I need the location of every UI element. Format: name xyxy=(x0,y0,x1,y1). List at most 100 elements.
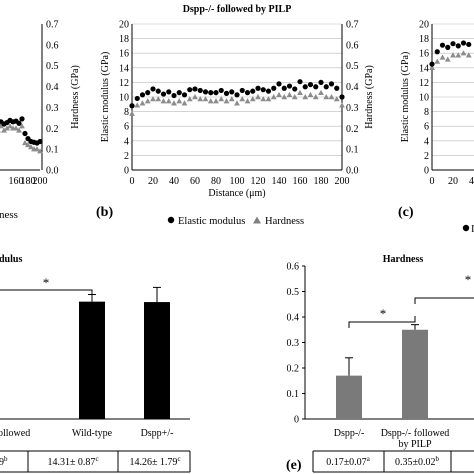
panel-b-elastic-point xyxy=(239,87,245,94)
panel-d: dulus * Wild-type Dspp+/- ollowed 9b 14.3… xyxy=(0,254,191,473)
panel-d-table-values: 14.31± 0.87c 14.26± 1.79c xyxy=(47,455,180,468)
legend-hardness-marker xyxy=(253,216,261,224)
panel-a-elastic-point xyxy=(16,120,22,126)
panel-b: Dspp-/- followed by PILP 0 20 40 60 80 100 120… xyxy=(96,4,375,227)
panel-b-elastic-point xyxy=(244,90,251,96)
panel-e-y-ticks: 0.6 0.5 0.4 0.3 0.2 0.1 0 xyxy=(287,262,305,426)
panel-b-elastic-point xyxy=(187,87,193,93)
panel-b-elastic-point xyxy=(271,85,277,91)
panel-b-elastic-point xyxy=(265,88,272,94)
panel-b-left-tick-label: 10 xyxy=(119,93,129,104)
panel-a-hardness-point xyxy=(28,144,34,150)
panel-b-hardness-point xyxy=(134,102,141,108)
panel-c-elastic-point xyxy=(460,40,467,46)
panel-b-hardness-point xyxy=(249,96,256,102)
panel-b-elastic-point xyxy=(234,92,240,98)
panel-b-elastic-point xyxy=(171,92,177,99)
panel-b-hardness-point xyxy=(234,100,240,106)
panel-e-y-tick-label: 0.4 xyxy=(287,313,300,324)
panel-b-elastic-point xyxy=(334,85,340,91)
panel-b-left-tick-label: 0 xyxy=(124,166,129,177)
panel-a-legend-fragment: ness xyxy=(0,209,18,221)
panel-b-left-tick-label: 16 xyxy=(119,49,129,60)
panel-b-marks xyxy=(129,79,345,116)
panel-d-title-fragment: dulus xyxy=(0,254,22,265)
panel-b-elastic-point xyxy=(155,88,161,94)
panel-b-x-tick-label: 140 xyxy=(272,176,287,187)
panel-b-elastic-point xyxy=(197,87,203,94)
panel-e-y-tick-label: 0.2 xyxy=(287,364,300,375)
panel-c-left-tick-label: 16 xyxy=(419,49,429,60)
panel-e-bar xyxy=(402,329,428,419)
panel-b-right-tick-label: 0.2 xyxy=(346,124,359,135)
panel-d-category-fragment: ollowed xyxy=(0,428,30,439)
panel-c-hardness-point xyxy=(450,52,456,58)
panel-c-left-tick-label: 2 xyxy=(424,151,429,162)
panel-b-elastic-point xyxy=(339,94,345,100)
panel-b-hardness-point xyxy=(333,96,340,102)
panel-b-right-ticks: 0.7 0.6 0.5 0.4 0.3 0.2 0.1 0.0 xyxy=(346,20,359,177)
panel-e-significance-bracket-2 xyxy=(414,297,474,304)
panel-b-hardness-point xyxy=(171,100,177,106)
panel-b-elastic-point xyxy=(313,84,319,90)
panel-e-y-tick-label: 0.5 xyxy=(287,287,300,298)
panel-b-elastic-point xyxy=(150,86,156,92)
panel-b-elastic-point xyxy=(166,89,172,95)
panel-b-hardness-point xyxy=(260,96,267,102)
panel-b-hardness-point xyxy=(228,96,235,102)
panel-a-hardness-point xyxy=(0,123,4,129)
panel-a-hardness-point xyxy=(37,148,43,154)
panel-b-hardness-point xyxy=(276,91,282,98)
panel-a-right-tick-label: 0.3 xyxy=(46,103,59,114)
panel-b-elastic-point xyxy=(218,87,224,94)
panel-a-right-tick-label: 0.7 xyxy=(46,20,59,31)
panel-b-hardness-point xyxy=(323,94,330,100)
panel-e-category-label: by PILP xyxy=(398,439,432,450)
panel-e-label: (e) xyxy=(286,458,302,473)
panel-b-elastic-point xyxy=(292,86,298,92)
panel-a-x-tick-label: 160 xyxy=(9,176,24,187)
panel-b-right-tick-label: 0.7 xyxy=(346,20,359,31)
panel-b-elastic-point xyxy=(139,92,146,98)
panel-b-hardness-point xyxy=(270,94,277,100)
panel-b-x-tick-label: 160 xyxy=(293,176,308,187)
panel-d-category-label: Wild-type xyxy=(72,428,113,439)
panel-c-label: (c) xyxy=(398,205,414,220)
panel-d-bar xyxy=(144,302,170,419)
panel-c-x-ticks: 0 20 40 xyxy=(430,176,474,187)
panel-b-elastic-point xyxy=(260,87,266,93)
panel-b-elastic-point xyxy=(323,84,329,90)
panel-c-hardness-point xyxy=(434,58,441,64)
panel-c-x-tick-label: 20 xyxy=(448,176,458,187)
panel-b-elastic-point xyxy=(281,85,287,91)
panel-b-hardness-point xyxy=(139,100,146,106)
panel-e-y-tick-label: 0 xyxy=(294,415,299,426)
panel-b-elastic-point xyxy=(145,90,151,96)
panel-b-elastic-point xyxy=(318,79,324,85)
panel-a-elastic-point xyxy=(37,138,43,145)
panel-d-category-label: Dspp+/- xyxy=(141,428,174,439)
panel-b-elastic-point xyxy=(160,91,167,97)
panel-b-elastic-point xyxy=(213,90,219,96)
panel-b-hardness-point xyxy=(202,96,209,102)
legend-elastic-modulus-label: Elastic modulus xyxy=(178,216,245,227)
panel-b-hardness-point xyxy=(339,102,345,108)
panel-b-hardness-point xyxy=(223,98,230,104)
panel-c-legend-marker xyxy=(462,224,470,232)
panel-b-hardness-point xyxy=(328,94,335,100)
panel-b-title: Dspp-/- followed by PILP xyxy=(183,4,292,15)
panel-d-table-fragment: 9b xyxy=(0,455,8,468)
panel-c-hardness-point xyxy=(455,52,462,58)
panel-b-hardness-point xyxy=(302,94,309,100)
panel-e-bar xyxy=(336,375,362,419)
panel-b-elastic-point xyxy=(134,95,140,102)
panel-b-hardness-point xyxy=(291,94,298,100)
panel-e: Hardness 0.6 0.5 0.4 0.3 0.2 0.1 0 * * Dspp-/-… xyxy=(286,254,474,473)
panel-b-x-tick-label: 120 xyxy=(251,176,266,187)
panel-c-elastic-point xyxy=(455,43,461,49)
panel-b-hardness-point xyxy=(207,98,214,104)
panel-e-significance-star-2: * xyxy=(465,272,472,287)
